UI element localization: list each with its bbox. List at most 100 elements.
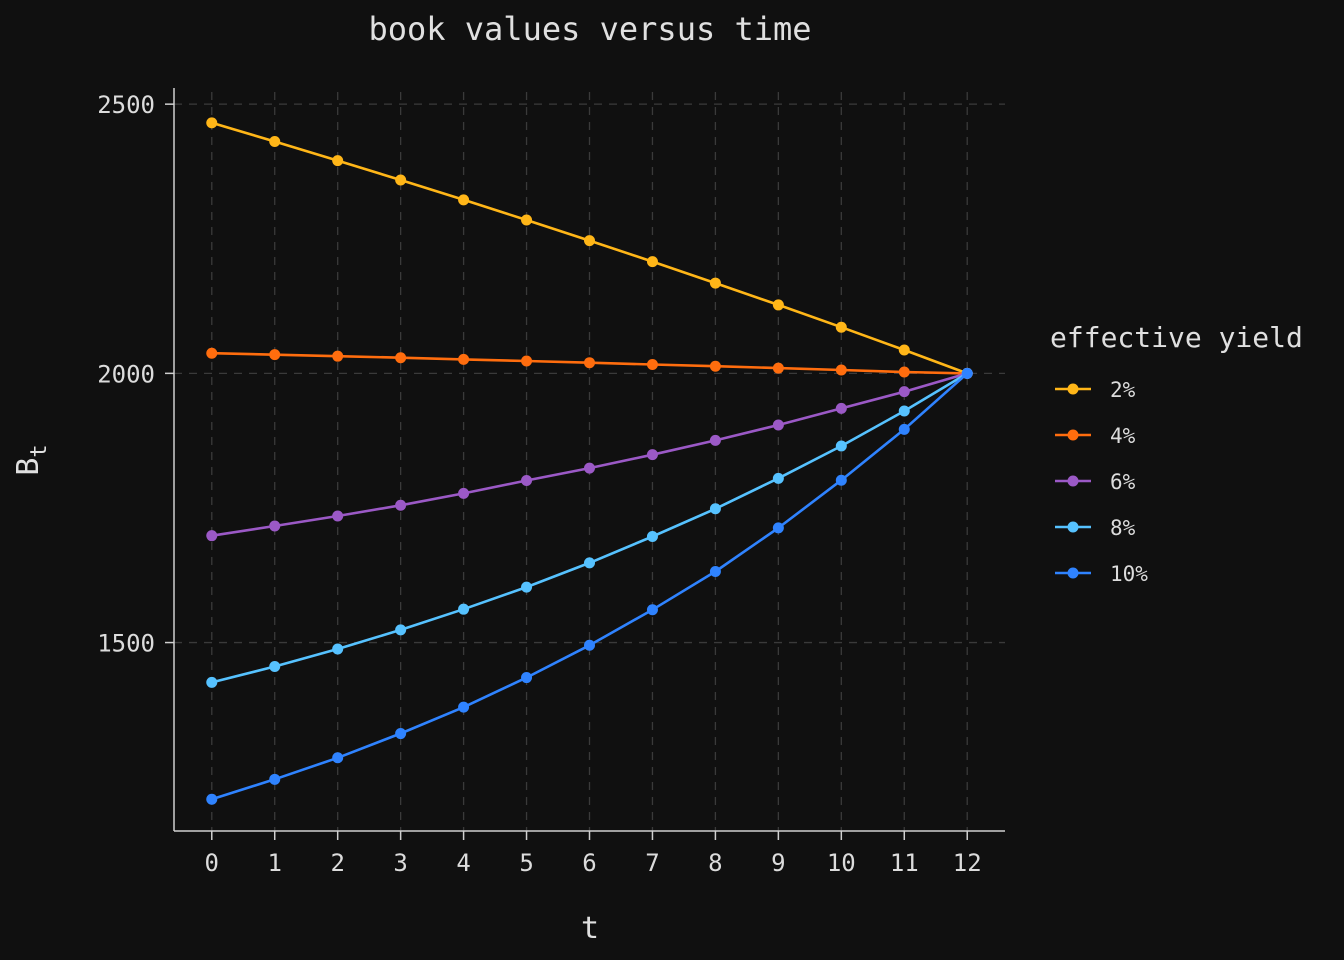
legend-swatch-marker (1067, 475, 1079, 487)
data-point (772, 362, 784, 374)
x-tick-label: 4 (456, 849, 470, 877)
x-tick-label: 9 (771, 849, 785, 877)
data-point (269, 661, 281, 673)
data-point (395, 174, 407, 186)
data-point (521, 474, 533, 486)
data-point (584, 357, 595, 369)
data-point (395, 352, 407, 364)
data-point (709, 360, 721, 372)
x-tick-label: 5 (519, 849, 533, 877)
data-point (269, 136, 281, 148)
x-tick-label: 12 (953, 849, 982, 877)
legend-item: 10% (1055, 562, 1148, 586)
data-point (709, 503, 721, 515)
y-axis-title-subscript: t (27, 444, 52, 457)
data-point (898, 405, 910, 417)
data-point (709, 565, 721, 577)
y-axis-title: Bt (11, 444, 52, 475)
data-point (646, 256, 658, 268)
legend-label: 8% (1110, 516, 1136, 540)
x-tick-label: 11 (890, 849, 919, 877)
grid (174, 92, 1005, 831)
data-point (332, 510, 344, 522)
data-point (332, 350, 344, 362)
data-point (521, 214, 533, 226)
data-point (584, 235, 595, 247)
x-tick-label: 3 (393, 849, 407, 877)
data-point (521, 581, 533, 593)
legend-swatch-marker (1067, 567, 1079, 579)
series-6pct (206, 367, 973, 542)
legend-item: 2% (1055, 378, 1136, 402)
data-point (646, 358, 658, 370)
y-tick-label: 2000 (97, 360, 155, 388)
series-4pct (206, 347, 973, 379)
data-point (332, 155, 344, 167)
data-point (709, 277, 721, 289)
data-point (898, 423, 910, 435)
data-point (584, 639, 595, 651)
data-point (772, 472, 784, 484)
data-point (835, 321, 847, 333)
series-2pct (206, 117, 973, 379)
data-point (521, 355, 533, 367)
data-point (898, 386, 910, 398)
data-point (835, 440, 847, 452)
data-point (772, 299, 784, 311)
data-point (584, 557, 595, 569)
data-point (835, 364, 847, 376)
series-layer (206, 117, 973, 805)
chart-title: book values versus time (368, 10, 811, 48)
legend-label: 4% (1110, 424, 1136, 448)
data-point (835, 474, 847, 486)
data-point (269, 520, 281, 532)
x-axis-title: t (581, 911, 599, 946)
data-point (646, 604, 658, 616)
y-tick-label: 1500 (97, 630, 155, 658)
legend-swatch-marker (1067, 429, 1079, 441)
data-point (458, 487, 470, 499)
data-point (269, 349, 281, 361)
data-point (458, 353, 470, 365)
legend: effective yield 2% 4% 6% 8% 10% (1050, 321, 1303, 586)
data-point (395, 499, 407, 511)
x-tick-label: 0 (205, 849, 219, 877)
data-point (458, 194, 470, 206)
data-point (898, 344, 910, 356)
data-point (521, 672, 533, 684)
data-point (646, 449, 658, 461)
x-tick-label: 6 (582, 849, 596, 877)
legend-label: 2% (1110, 378, 1136, 402)
data-point (332, 643, 344, 655)
data-point (395, 624, 407, 636)
data-point (772, 522, 784, 534)
data-point (898, 366, 910, 378)
data-point (206, 117, 218, 129)
data-point (835, 402, 847, 414)
legend-label: 6% (1110, 470, 1136, 494)
data-point (332, 752, 344, 764)
series-10pct (206, 367, 973, 805)
data-point (269, 773, 281, 785)
legend-item: 6% (1055, 470, 1136, 494)
legend-item: 4% (1055, 424, 1136, 448)
y-tick-label: 2500 (97, 91, 155, 119)
legend-swatch-marker (1067, 521, 1079, 533)
data-point (206, 530, 218, 542)
data-point (458, 603, 470, 615)
data-point (395, 728, 407, 740)
series-8pct (206, 367, 973, 688)
x-tick-label: 1 (268, 849, 282, 877)
legend-swatch-marker (1067, 383, 1079, 395)
y-axis-title-base: B (11, 458, 46, 476)
legend-title: effective yield (1050, 321, 1303, 354)
legend-item: 8% (1055, 516, 1136, 540)
data-point (772, 419, 784, 431)
data-point (709, 434, 721, 446)
data-point (961, 367, 973, 379)
legend-label: 10% (1110, 562, 1148, 586)
x-tick-label: 10 (827, 849, 856, 877)
